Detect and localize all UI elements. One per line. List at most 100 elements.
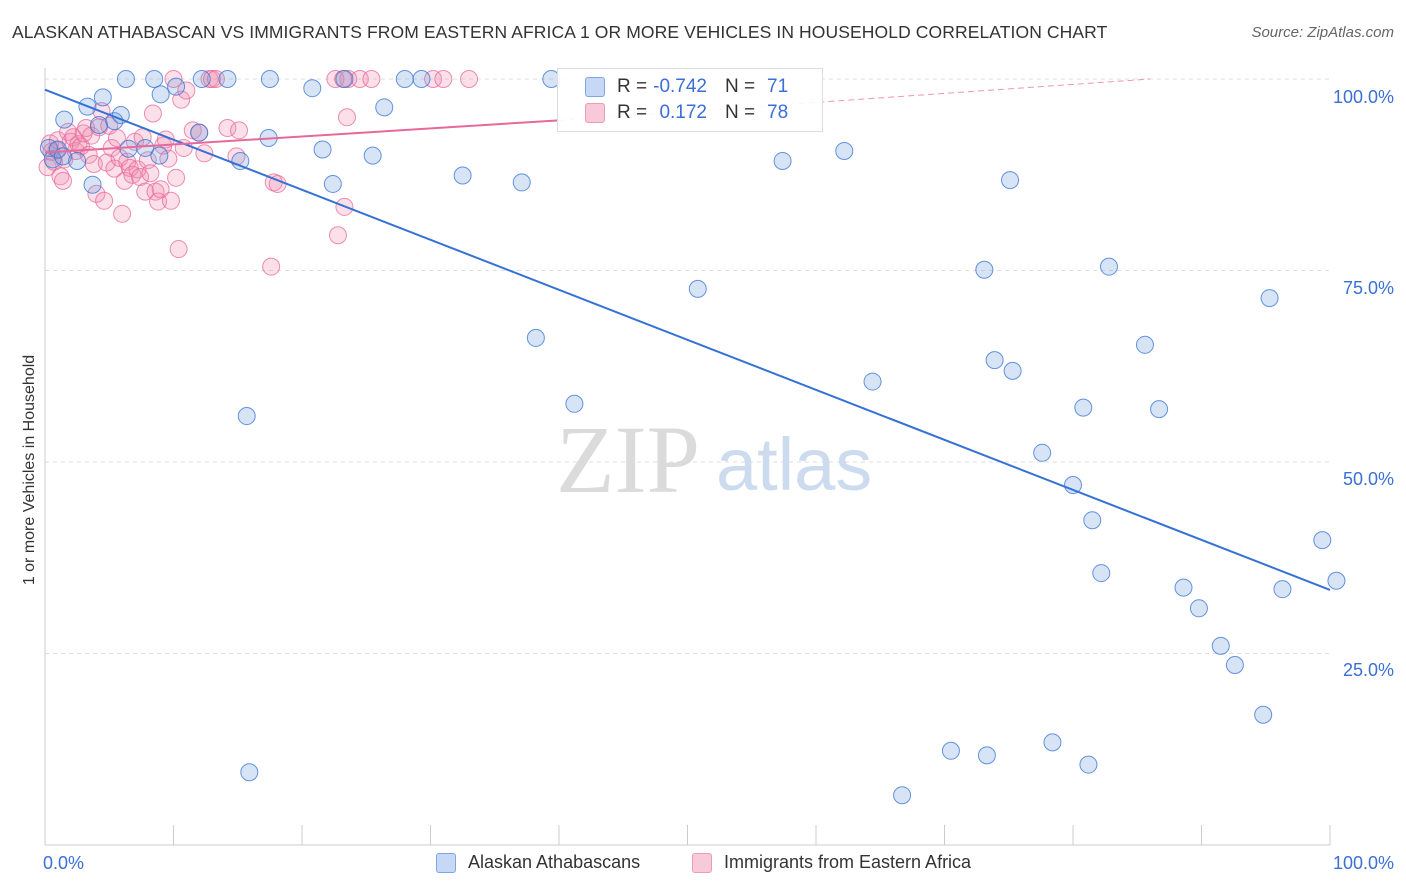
- pink-point: [203, 70, 222, 88]
- r-value: 0.172: [659, 102, 707, 123]
- n-value: 78: [767, 102, 789, 123]
- blue-point: [773, 151, 792, 170]
- blue-point: [1074, 398, 1093, 417]
- blue-point: [526, 328, 545, 347]
- blue-point: [1254, 705, 1273, 724]
- blue-swatch: [585, 77, 605, 97]
- pink-point: [230, 121, 249, 140]
- watermark: ZIP atlas: [556, 406, 872, 513]
- pink-point: [120, 158, 139, 177]
- pink-point: [262, 257, 281, 276]
- y-tick-25: 25.0%: [1342, 660, 1394, 680]
- blue-point: [688, 279, 707, 298]
- blue-point: [1327, 571, 1346, 590]
- pink-point: [143, 104, 162, 123]
- pink-point: [131, 168, 150, 187]
- r-label: R =: [617, 102, 648, 123]
- legend-label: Immigrants from Eastern Africa: [724, 852, 972, 872]
- pink-point: [460, 70, 479, 88]
- series-legend: Alaskan Athabascans Immigrants from East…: [0, 852, 1406, 876]
- pink-point: [328, 226, 347, 245]
- pink-point: [167, 168, 186, 187]
- blue-point: [863, 372, 882, 391]
- blue-point: [231, 151, 250, 170]
- blue-point: [893, 786, 912, 805]
- pink-series-points: [38, 70, 479, 276]
- pink-point: [362, 70, 381, 88]
- blue-point: [453, 166, 472, 185]
- blue-point: [1189, 599, 1208, 618]
- blue-point: [375, 98, 394, 117]
- blue-point: [1135, 335, 1154, 354]
- blue-point: [335, 70, 354, 88]
- blue-point: [1099, 257, 1118, 276]
- blue-point: [1092, 564, 1111, 583]
- blue-point: [192, 70, 211, 88]
- blue-point: [1260, 289, 1279, 308]
- blue-point: [167, 77, 186, 96]
- blue-point: [136, 138, 155, 157]
- blue-point: [1003, 361, 1022, 380]
- blue-point: [1313, 531, 1332, 550]
- blue-point: [1083, 511, 1102, 530]
- blue-swatch: [436, 852, 456, 873]
- blue-point: [1150, 400, 1169, 419]
- n-value: 71: [767, 76, 789, 97]
- blue-point: [565, 394, 584, 413]
- blue-point: [975, 260, 994, 279]
- blue-point: [1033, 443, 1052, 462]
- pink-point: [151, 180, 170, 199]
- legend-row-blue: R = -0.742 N = 71: [585, 75, 788, 99]
- legend-item-alaskan-athabascans: Alaskan Athabascans: [436, 852, 640, 873]
- blue-point: [83, 175, 102, 194]
- blue-point: [190, 123, 209, 142]
- blue-point: [1043, 733, 1062, 752]
- pink-trend-extension: [558, 78, 1151, 121]
- r-value: -0.742: [653, 76, 707, 97]
- blue-point: [145, 70, 164, 88]
- blue-point: [323, 174, 342, 193]
- blue-point: [218, 70, 237, 88]
- pink-swatch: [692, 852, 712, 873]
- pink-point: [434, 70, 453, 88]
- pink-point: [169, 240, 188, 259]
- blue-point: [412, 70, 431, 88]
- pink-point: [141, 164, 160, 183]
- blue-point: [68, 151, 87, 170]
- n-label: N =: [725, 76, 756, 97]
- blue-point: [985, 351, 1004, 370]
- chart-source: Source: ZipAtlas.com: [1251, 24, 1394, 41]
- pink-swatch: [585, 103, 605, 123]
- blue-point: [260, 70, 279, 88]
- r-label: R =: [617, 76, 648, 97]
- y-axis-label: 1 or more Vehicles in Household: [21, 354, 38, 586]
- stats-legend: R = -0.742 N = 71 R = 0.172 N = 78: [557, 68, 823, 132]
- blue-point: [43, 150, 62, 169]
- blue-point: [363, 146, 382, 165]
- x-tick-100: 100.0%: [1332, 853, 1394, 873]
- blue-point: [303, 79, 322, 98]
- blue-point: [89, 115, 108, 134]
- y-tick-100: 100.0%: [1332, 87, 1394, 107]
- blue-point: [55, 110, 74, 129]
- blue-point: [835, 142, 854, 161]
- x-tick-0: 0.0%: [43, 853, 85, 873]
- pink-point: [53, 171, 72, 190]
- blue-point: [240, 763, 259, 782]
- y-tick-75: 75.0%: [1342, 278, 1394, 298]
- pink-point: [113, 204, 132, 223]
- blue-point: [1211, 636, 1230, 655]
- legend-label: Alaskan Athabascans: [468, 852, 641, 872]
- legend-item-immigrants-eastern-africa: Immigrants from Eastern Africa: [692, 852, 971, 873]
- pink-point: [337, 108, 356, 127]
- n-label: N =: [725, 102, 756, 123]
- blue-point: [941, 741, 960, 760]
- axes: [44, 68, 1331, 846]
- blue-point: [119, 139, 138, 158]
- blue-point: [1273, 580, 1292, 599]
- blue-point: [150, 146, 169, 165]
- pink-point: [51, 167, 70, 186]
- pink-point: [161, 191, 180, 210]
- blue-trend-line: [44, 88, 1331, 591]
- blue-point: [237, 407, 256, 426]
